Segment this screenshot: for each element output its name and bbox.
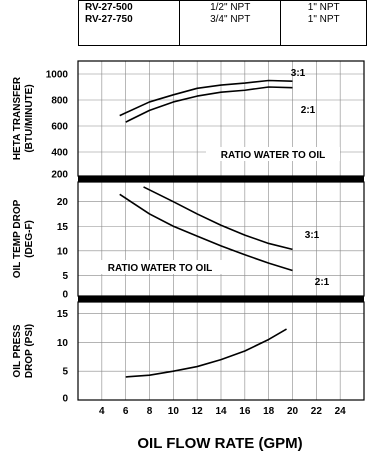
chart-panel-3: 0 5 10 15 OIL PRESS DROP (PSI) <box>12 301 365 405</box>
panel-separator <box>78 296 364 302</box>
x-tick-label: 14 <box>215 406 227 417</box>
annotation-background <box>206 147 340 161</box>
model-cell: RV-27-500 RV-27-750 <box>78 0 180 46</box>
y-tick-label: 200 <box>51 170 68 181</box>
table-row: RV-27-500 RV-27-750 1/2" NPT 3/4" NPT 1" N… <box>78 0 367 46</box>
x-tick-label: 20 <box>287 406 299 417</box>
series-line <box>119 79 293 117</box>
series-label-3to1: 3:1 <box>291 68 306 79</box>
x-tick-label: 6 <box>123 406 129 417</box>
y-axis-label: OIL TEMP DROP <box>12 199 23 278</box>
y-axis-label: OIL PRESS <box>12 324 23 377</box>
x-tick-label: 16 <box>239 406 251 417</box>
y-axis-label: (DEG-F) <box>24 220 35 258</box>
port-size-table: RV-27-500 RV-27-750 1/2" NPT 3/4" NPT 1" N… <box>78 0 367 46</box>
y-tick-label: 600 <box>51 122 68 133</box>
y-tick-label: 0 <box>62 394 68 405</box>
series-label-2to1: 2:1 <box>301 105 316 116</box>
y-tick-label: 1000 <box>46 70 69 81</box>
y-tick-label: 5 <box>62 367 68 378</box>
series-line <box>143 186 293 251</box>
series-line <box>119 193 293 272</box>
series-line <box>125 328 287 378</box>
series-label-2to1: 2:1 <box>315 277 330 288</box>
annotation-background <box>93 260 228 274</box>
ratio-annotation: RATIO WATER TO OIL <box>108 263 212 274</box>
y-axis-label: (BTU/MINUTE) <box>24 84 35 152</box>
y-tick-label: 15 <box>57 222 69 233</box>
chart-panel-2: 0 5 10 15 20 OIL TEMP DROP (DEG-F) <box>12 181 365 301</box>
y-tick-label: 10 <box>57 338 69 349</box>
y-tick-label: 800 <box>51 96 68 107</box>
series-line <box>125 86 293 123</box>
y-tick-label: 10 <box>57 246 69 257</box>
y-axis-label: DROP (PSI) <box>24 324 35 378</box>
x-tick-label: 10 <box>168 406 180 417</box>
y-tick-label: 0 <box>62 290 68 301</box>
x-tick-label: 12 <box>192 406 204 417</box>
y-tick-label: 400 <box>51 148 68 159</box>
series-label-3to1: 3:1 <box>305 230 320 241</box>
y-tick-label: 5 <box>62 271 68 282</box>
y-tick-label: 15 <box>57 309 69 320</box>
ratio-annotation: RATIO WATER TO OIL <box>221 150 325 161</box>
oil-port-cell: 1/2" NPT 3/4" NPT <box>178 0 282 46</box>
x-tick-label: 22 <box>311 406 323 417</box>
y-axis-label: HETA TRANSFER <box>12 76 23 160</box>
panel-separator <box>78 176 364 182</box>
y-tick-label: 20 <box>57 197 69 208</box>
x-tick-label: 4 <box>99 406 105 417</box>
water-port-cell: 1" NPT 1" NPT <box>280 0 367 46</box>
x-tick-label: 24 <box>335 406 347 417</box>
x-tick-label: 8 <box>147 406 153 417</box>
x-axis-label: OIL FLOW RATE (GPM) <box>137 435 302 452</box>
chart-panel-1: 200 400 600 800 1000 HETA TRANSFER (BTU/MINUTE… <box>12 60 365 181</box>
x-tick-label: 18 <box>263 406 275 417</box>
